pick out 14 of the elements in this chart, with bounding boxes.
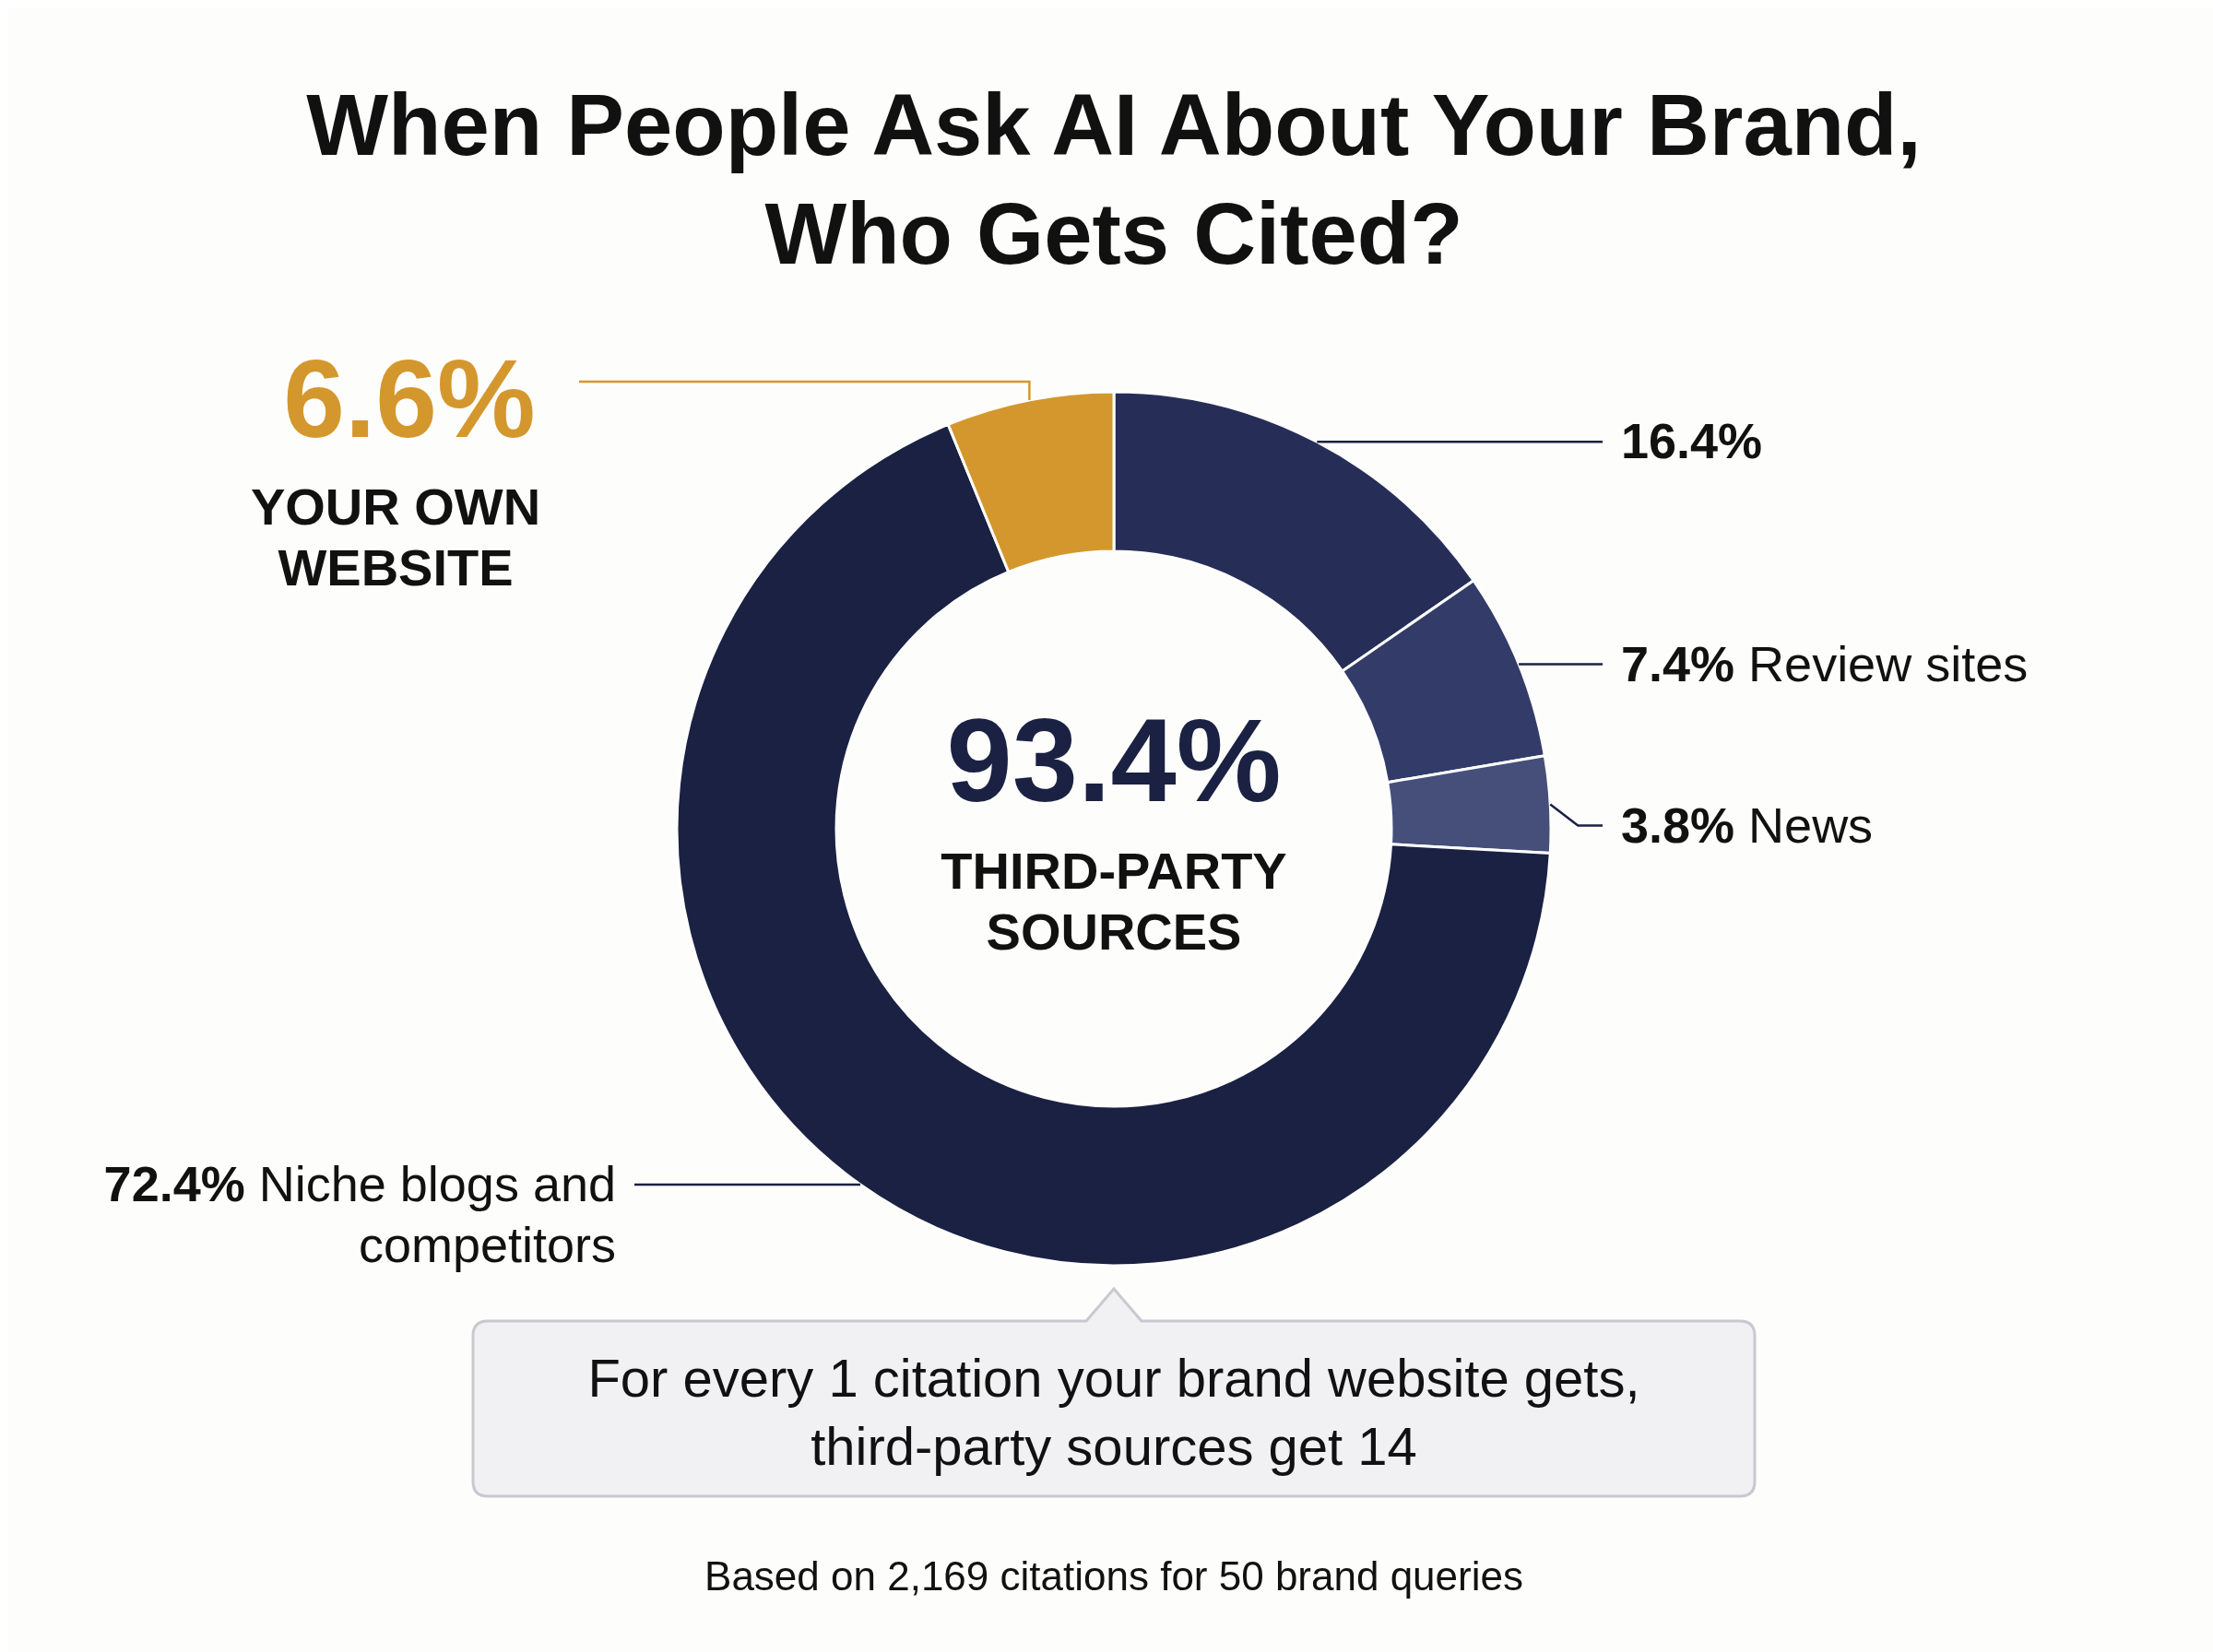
text: 93.4% [946, 694, 1282, 826]
text: For every 1 citation your brand website gets, third-party sources get 14 [587, 1348, 1640, 1476]
chart-title: When People Ask AI About Your Brand, Who Gets Cited? [306, 77, 1922, 282]
slice-label: News [1748, 796, 1874, 853]
data-label: 16.4% [1621, 413, 1763, 469]
slice-label: YOUR OWN WEBSITE [250, 477, 541, 596]
data-label: 72.4% [103, 1156, 245, 1212]
data-label: 7.4% [1621, 635, 1735, 691]
data-label: 3.8% [1621, 796, 1735, 853]
data-label: 6.6% [283, 336, 536, 460]
text: Based on 2,169 citations for 50 brand queries [704, 1553, 1523, 1599]
slice-label: Review sites [1748, 635, 2029, 691]
text: THIRD-PARTY SOURCES [941, 842, 1287, 961]
slice-label: Niche blogs and competitors [258, 1156, 616, 1273]
